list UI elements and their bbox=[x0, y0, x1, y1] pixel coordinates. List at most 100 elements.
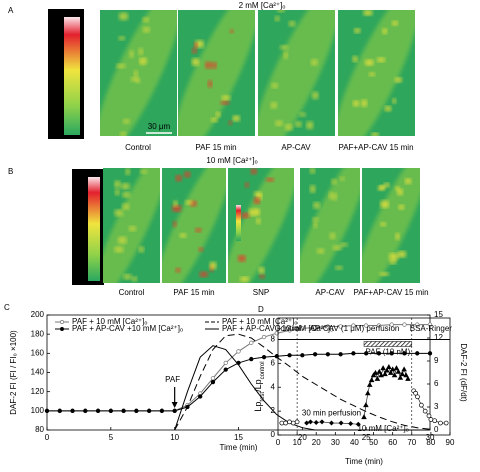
micrograph bbox=[103, 168, 160, 283]
phase-label: BSA-Ringer bbox=[410, 324, 453, 333]
cell bbox=[117, 236, 127, 245]
cell bbox=[220, 100, 230, 105]
data-point bbox=[223, 367, 228, 372]
y2-tick-label: 9 bbox=[434, 356, 439, 365]
data-point bbox=[210, 376, 216, 381]
micrograph-content bbox=[338, 10, 415, 136]
data-point bbox=[57, 408, 62, 413]
y-tick-label: 120 bbox=[31, 387, 45, 396]
cell bbox=[312, 217, 319, 222]
x-tick-label: 5 bbox=[109, 433, 114, 442]
cell bbox=[114, 209, 124, 217]
image-label: PAF 15 min bbox=[173, 288, 214, 297]
x-tick-label: 60 bbox=[388, 438, 397, 447]
data-point bbox=[325, 324, 331, 329]
image-label: PAF 15 min bbox=[195, 143, 236, 152]
cell bbox=[175, 174, 182, 182]
cell bbox=[299, 112, 307, 117]
cell bbox=[175, 267, 181, 273]
data-point bbox=[387, 369, 394, 375]
cell bbox=[133, 70, 139, 78]
colorbar-tick-label: 220 bbox=[49, 110, 63, 119]
data-point bbox=[376, 323, 382, 328]
data-point bbox=[415, 322, 420, 327]
data-point bbox=[364, 351, 369, 356]
x-tick-label: 30 bbox=[426, 433, 435, 442]
image-label: Control bbox=[119, 288, 145, 297]
data-point bbox=[438, 420, 443, 426]
data-point bbox=[415, 351, 420, 356]
cell bbox=[310, 58, 318, 66]
x-tick-label: 15 bbox=[234, 433, 243, 442]
data-point bbox=[329, 420, 335, 426]
legend-label: PAF + 10 mM [Ca²⁺]ₒ bbox=[222, 317, 297, 326]
data-point bbox=[319, 419, 325, 425]
cell bbox=[329, 232, 336, 240]
y2-tick-label: 0 bbox=[434, 425, 439, 434]
cell bbox=[129, 50, 134, 58]
data-point bbox=[146, 408, 152, 413]
data-point bbox=[355, 421, 361, 427]
cell bbox=[118, 12, 129, 21]
data-point bbox=[427, 322, 433, 327]
data-point bbox=[223, 360, 228, 366]
x-tick-label: 0 bbox=[45, 433, 50, 442]
data-point bbox=[338, 324, 343, 329]
cell bbox=[171, 204, 182, 213]
data-point bbox=[399, 371, 406, 377]
cell bbox=[138, 57, 148, 64]
data-point bbox=[287, 353, 292, 358]
cell bbox=[119, 131, 127, 136]
data-point bbox=[368, 377, 375, 383]
cell bbox=[394, 77, 403, 83]
cell bbox=[199, 271, 209, 278]
vessel bbox=[103, 168, 160, 283]
y-tick-label: 180 bbox=[31, 329, 45, 338]
cell bbox=[383, 182, 390, 188]
cell bbox=[274, 120, 283, 127]
cell bbox=[306, 121, 314, 130]
data-point bbox=[401, 366, 407, 372]
cell bbox=[183, 171, 191, 178]
data-point bbox=[351, 323, 356, 328]
data-point bbox=[121, 408, 126, 413]
data-point bbox=[376, 351, 382, 356]
y-tick-label: 160 bbox=[31, 348, 45, 357]
cell bbox=[227, 120, 233, 126]
inset-colorbar bbox=[236, 205, 241, 241]
annotation: PAF bbox=[165, 375, 180, 384]
cell bbox=[209, 261, 217, 270]
cell bbox=[398, 204, 405, 210]
cell bbox=[392, 98, 397, 104]
cell bbox=[207, 79, 213, 88]
x-tick-label: 90 bbox=[446, 438, 455, 447]
colorbar-label: FI bbox=[75, 169, 82, 178]
cell bbox=[391, 20, 399, 26]
cell bbox=[116, 63, 126, 69]
cell bbox=[259, 274, 266, 279]
data-point bbox=[382, 371, 388, 377]
data-point bbox=[338, 352, 343, 357]
micrograph-content bbox=[300, 168, 360, 283]
cell bbox=[316, 248, 325, 254]
cell bbox=[172, 220, 177, 228]
micrograph-content bbox=[103, 168, 160, 283]
cell bbox=[353, 28, 361, 34]
x-tick-label: 40 bbox=[350, 438, 359, 447]
cell bbox=[138, 48, 144, 56]
image-label: AP-CAV bbox=[281, 143, 311, 152]
colorbar-tick-label: 260 bbox=[73, 235, 87, 244]
cell bbox=[363, 10, 373, 16]
x-tick-label: 25 bbox=[362, 433, 371, 442]
cell bbox=[253, 197, 261, 205]
cell bbox=[313, 221, 318, 229]
micrograph-content bbox=[162, 168, 226, 283]
cell bbox=[114, 246, 124, 253]
data-point bbox=[365, 390, 371, 396]
cell bbox=[229, 29, 235, 34]
cell bbox=[215, 111, 221, 118]
data-point bbox=[70, 408, 75, 413]
image-label: PAF+AP-CAV 15 min bbox=[338, 143, 413, 152]
colorbar bbox=[88, 177, 100, 281]
y2-axis-label: DAF-2 FI (dF/dt) bbox=[459, 343, 468, 402]
